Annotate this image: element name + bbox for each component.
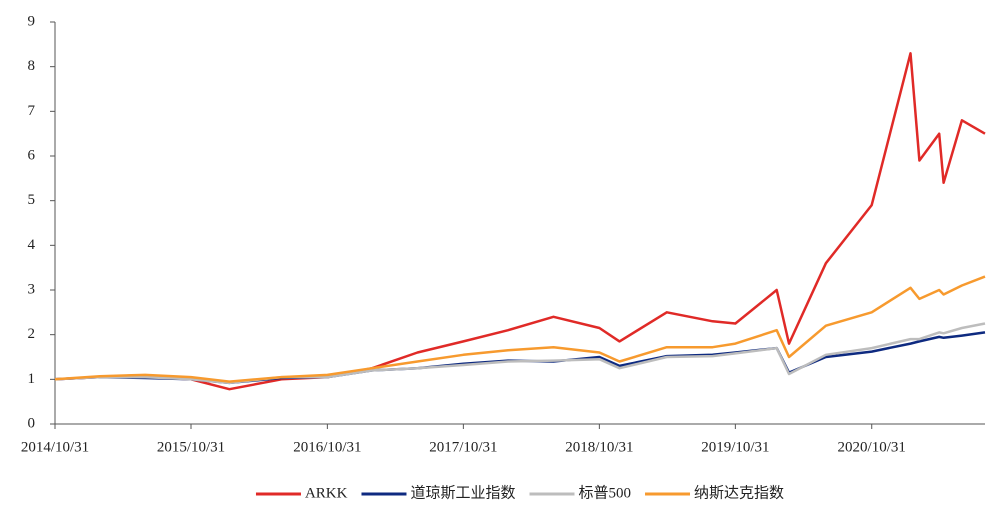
y-tick-label: 3 bbox=[28, 281, 36, 297]
legend-label: 道琼斯工业指数 bbox=[410, 484, 515, 501]
x-tick-label: 2015/10/31 bbox=[157, 439, 225, 455]
y-tick-label: 6 bbox=[28, 147, 36, 163]
y-tick-label: 8 bbox=[28, 58, 36, 74]
x-tick-label: 2017/10/31 bbox=[429, 439, 497, 455]
y-tick-label: 0 bbox=[28, 415, 36, 431]
series-line bbox=[54, 52, 986, 391]
legend-label: 纳斯达克指数 bbox=[694, 484, 784, 501]
x-tick-label: 2020/10/31 bbox=[838, 439, 906, 455]
y-tick-label: 9 bbox=[28, 13, 36, 29]
y-tick-label: 5 bbox=[28, 192, 36, 208]
y-tick-label: 4 bbox=[28, 237, 36, 253]
legend-label: 标普500 bbox=[579, 484, 632, 501]
x-tick-label: 2019/10/31 bbox=[701, 439, 769, 455]
legend-label: ARKK bbox=[305, 485, 348, 501]
x-tick-label: 2018/10/31 bbox=[565, 439, 633, 455]
y-tick-label: 2 bbox=[28, 326, 36, 342]
series-line bbox=[54, 275, 986, 383]
series-line bbox=[54, 331, 986, 385]
x-tick-label: 2016/10/31 bbox=[293, 439, 361, 455]
y-tick-label: 7 bbox=[28, 103, 36, 119]
series-line bbox=[54, 322, 986, 385]
x-tick-label: 2014/10/31 bbox=[21, 439, 89, 455]
y-tick-label: 1 bbox=[28, 371, 36, 387]
